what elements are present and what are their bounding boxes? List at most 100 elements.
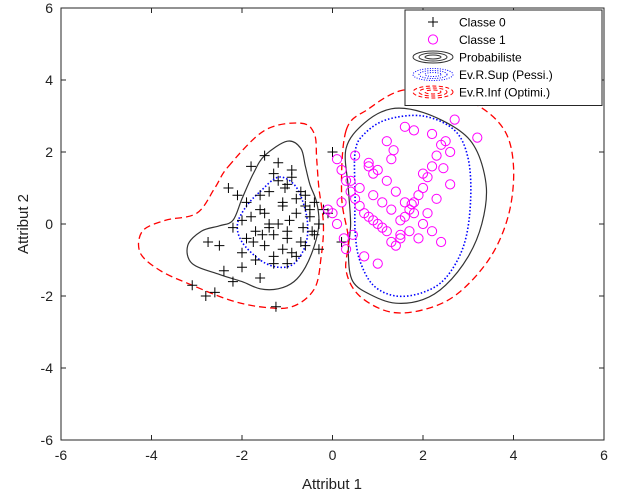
class1-point — [413, 233, 424, 244]
y-tick-label: 2 — [45, 144, 53, 160]
legend-entry: Ev.R.Sup (Pessi.) — [412, 68, 553, 82]
class1-point — [436, 236, 447, 248]
class0-point — [187, 280, 198, 291]
class0-point — [304, 211, 315, 222]
class1-point — [408, 125, 420, 136]
legend-contour-symbol — [412, 50, 454, 64]
class1-point — [404, 226, 415, 237]
class0-point — [279, 183, 290, 193]
legend-marker — [427, 34, 439, 45]
class1-point — [354, 182, 365, 194]
y-axis-label: Attribut 2 — [15, 194, 32, 254]
class1-point — [406, 199, 417, 210]
legend-contour-symbol — [412, 85, 454, 99]
class1-point — [388, 145, 399, 156]
x-tick-label: -2 — [236, 447, 249, 463]
class1-point — [390, 240, 401, 251]
class1-point — [331, 218, 343, 230]
class1-point — [336, 197, 347, 208]
x-tick-label: 0 — [329, 447, 337, 463]
class1-point — [438, 163, 449, 174]
class1-point — [350, 150, 361, 161]
x-axis-label: Attribut 1 — [302, 476, 362, 493]
class1-point — [399, 197, 410, 208]
class1-point — [422, 208, 433, 219]
class1-point — [440, 136, 451, 147]
class0-point — [282, 226, 293, 237]
legend-label: Ev.R.Inf (Optimi.) — [459, 86, 550, 100]
legend-entry: Classe 1 — [427, 33, 506, 47]
class0-point — [286, 165, 297, 175]
class0-point — [248, 237, 259, 247]
legend-contour-symbol — [418, 52, 448, 62]
class0-point — [300, 240, 311, 251]
class1-point — [417, 182, 429, 194]
class0-point — [264, 219, 275, 229]
class0-point — [307, 226, 318, 237]
y-tick-label: -4 — [41, 360, 54, 376]
class0-point — [250, 226, 261, 237]
series-classe-1 — [322, 114, 483, 269]
class0-point — [291, 193, 302, 204]
class1-point — [395, 215, 406, 226]
class0-point — [273, 219, 284, 229]
class1-point — [386, 204, 397, 215]
class1-point — [395, 229, 406, 240]
y-tick-label: 6 — [45, 0, 53, 16]
class1-point — [336, 164, 347, 176]
class1-point — [331, 154, 343, 165]
legend-contour-symbol — [412, 68, 454, 81]
legend-label: Classe 1 — [459, 33, 506, 47]
class0-point — [270, 301, 281, 312]
class0-point — [227, 222, 238, 233]
class1-point — [368, 190, 379, 201]
class0-point — [218, 265, 229, 276]
class0-point — [291, 208, 302, 219]
class0-point — [313, 219, 324, 229]
class1-point — [417, 218, 429, 230]
series-ev-r-sup-pessi — [236, 114, 472, 298]
class1-point — [363, 157, 374, 168]
class0-point — [300, 190, 311, 201]
class1-point — [390, 186, 401, 197]
class1-point — [338, 233, 349, 244]
class0-point — [277, 201, 288, 211]
contour-probabiliste-1 — [344, 107, 488, 304]
class0-point — [273, 175, 284, 186]
class1-point — [445, 146, 456, 158]
class0-point — [227, 276, 238, 287]
legend-contour-symbol — [418, 87, 448, 97]
series-layer — [137, 88, 515, 314]
y-tick-label: 4 — [45, 72, 53, 88]
legend-label: Probabiliste — [459, 51, 522, 65]
class0-point — [223, 183, 234, 193]
class1-point — [368, 168, 379, 179]
class0-point — [336, 237, 347, 247]
class0-point — [255, 190, 266, 201]
class0-point — [237, 247, 247, 258]
class0-point — [259, 240, 270, 251]
y-tick-label: 0 — [45, 216, 53, 232]
class0-point — [273, 157, 284, 168]
x-tick-label: -4 — [145, 447, 158, 463]
class1-point — [372, 258, 383, 269]
class1-point — [399, 121, 410, 132]
series-ev-r-inf-optimi — [137, 88, 515, 314]
series-probabiliste — [186, 107, 488, 304]
class1-point — [363, 161, 374, 172]
legend-label: Ev.R.Sup (Pessi.) — [459, 68, 553, 82]
legend-entry: Probabiliste — [412, 50, 522, 65]
class1-point — [359, 251, 370, 262]
class1-point — [413, 190, 424, 201]
class0-point — [264, 186, 275, 197]
contour-probabiliste-0 — [186, 140, 320, 291]
class0-point — [246, 161, 257, 172]
class1-point — [431, 193, 442, 204]
class0-point — [237, 262, 247, 273]
class0-point — [241, 197, 252, 208]
class1-point — [449, 114, 460, 125]
class0-point — [200, 291, 211, 301]
legend-marker — [428, 17, 438, 27]
class0-point — [209, 287, 220, 298]
contour-ev-r-inf-optimi-0 — [137, 122, 325, 310]
